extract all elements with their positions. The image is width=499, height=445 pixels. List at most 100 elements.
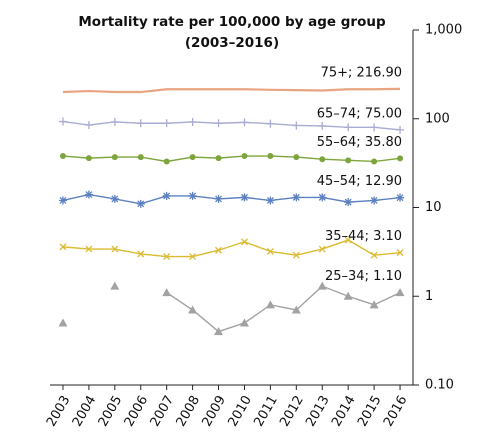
marker xyxy=(214,194,223,203)
marker xyxy=(111,245,119,253)
marker xyxy=(188,191,197,200)
x-tick-label: 2003 xyxy=(44,393,74,429)
x-tick-label: 2016 xyxy=(381,393,411,429)
marker xyxy=(241,153,248,160)
marker xyxy=(240,118,249,127)
marker xyxy=(396,249,404,257)
series-line xyxy=(62,193,401,205)
marker xyxy=(85,155,92,162)
series-label: 25–34; 1.10 xyxy=(325,269,402,284)
marker xyxy=(369,300,379,309)
series-line xyxy=(62,120,401,131)
marker xyxy=(58,196,67,205)
marker xyxy=(137,154,144,161)
marker xyxy=(239,318,249,327)
marker xyxy=(397,155,404,162)
marker xyxy=(162,191,171,200)
x-tick-label: 2011 xyxy=(251,393,281,429)
marker xyxy=(266,119,275,128)
marker xyxy=(266,247,274,255)
marker xyxy=(214,327,224,336)
marker xyxy=(371,158,378,165)
marker xyxy=(58,318,68,327)
series-label: 75+; 216.90 xyxy=(321,65,402,80)
marker xyxy=(84,190,93,199)
marker xyxy=(291,305,301,314)
marker xyxy=(318,193,327,202)
marker xyxy=(292,193,301,202)
marker xyxy=(345,157,352,164)
marker xyxy=(265,300,275,309)
marker xyxy=(110,281,120,290)
marker xyxy=(293,154,300,161)
series-label: 65–74; 75.00 xyxy=(317,106,402,121)
marker xyxy=(396,125,405,134)
series-label: 55–64; 35.80 xyxy=(317,135,402,150)
marker xyxy=(317,281,327,290)
marker xyxy=(188,117,197,126)
x-tick-label: 2010 xyxy=(225,393,255,429)
marker xyxy=(344,236,352,244)
marker xyxy=(110,117,119,126)
y-tick-label: 100 xyxy=(425,111,450,126)
marker xyxy=(137,250,145,258)
x-tick-label: 2015 xyxy=(355,393,385,429)
marker xyxy=(267,153,274,160)
chart-subtitle: (2003–2016) xyxy=(185,35,279,51)
marker xyxy=(162,119,171,128)
marker xyxy=(111,154,118,161)
marker xyxy=(266,196,275,205)
series-line xyxy=(62,155,401,163)
y-tick-label: 10 xyxy=(425,200,442,215)
marker xyxy=(370,123,379,132)
marker xyxy=(215,246,222,254)
x-tick-label: 2004 xyxy=(70,393,100,429)
marker xyxy=(343,291,353,300)
series-label: 45–54; 12.90 xyxy=(317,174,402,189)
marker xyxy=(370,196,379,205)
x-tick-label: 2008 xyxy=(174,393,204,429)
marker xyxy=(344,198,353,207)
marker xyxy=(292,251,300,259)
marker xyxy=(59,243,67,251)
chart-title: Mortality rate per 100,000 by age group xyxy=(78,14,386,30)
marker xyxy=(395,288,405,297)
marker xyxy=(58,117,67,126)
marker xyxy=(163,158,170,165)
marker xyxy=(292,121,301,130)
marker xyxy=(241,238,248,246)
marker xyxy=(189,253,197,261)
marker xyxy=(370,251,378,259)
series-label: 35–44; 3.10 xyxy=(325,229,402,244)
marker xyxy=(318,121,327,130)
marker xyxy=(136,199,145,208)
x-tick-label: 2012 xyxy=(277,393,307,429)
x-tick-label: 2007 xyxy=(148,393,178,429)
marker xyxy=(163,253,171,261)
marker xyxy=(188,305,198,314)
x-tick-label: 2005 xyxy=(96,393,126,429)
marker xyxy=(85,245,93,253)
x-tick-label: 2009 xyxy=(199,393,229,429)
x-tick-label: 2006 xyxy=(122,393,152,429)
marker xyxy=(59,153,66,160)
x-tick-label: 2013 xyxy=(303,393,333,429)
marker xyxy=(318,245,326,253)
x-tick-label: 2014 xyxy=(329,393,359,429)
y-tick-label: 1,000 xyxy=(425,23,462,38)
y-tick-label: 1 xyxy=(425,289,433,304)
series-line xyxy=(166,285,401,333)
marker xyxy=(162,288,172,297)
y-tick-label: 0.10 xyxy=(425,378,454,393)
marker xyxy=(136,119,145,128)
marker xyxy=(240,193,249,202)
marker xyxy=(189,154,196,161)
marker xyxy=(344,123,353,132)
marker xyxy=(396,193,405,202)
marker xyxy=(84,121,93,130)
series-line xyxy=(62,239,401,258)
marker xyxy=(215,155,222,162)
marker xyxy=(214,119,223,128)
marker xyxy=(319,156,326,163)
marker xyxy=(110,194,119,203)
